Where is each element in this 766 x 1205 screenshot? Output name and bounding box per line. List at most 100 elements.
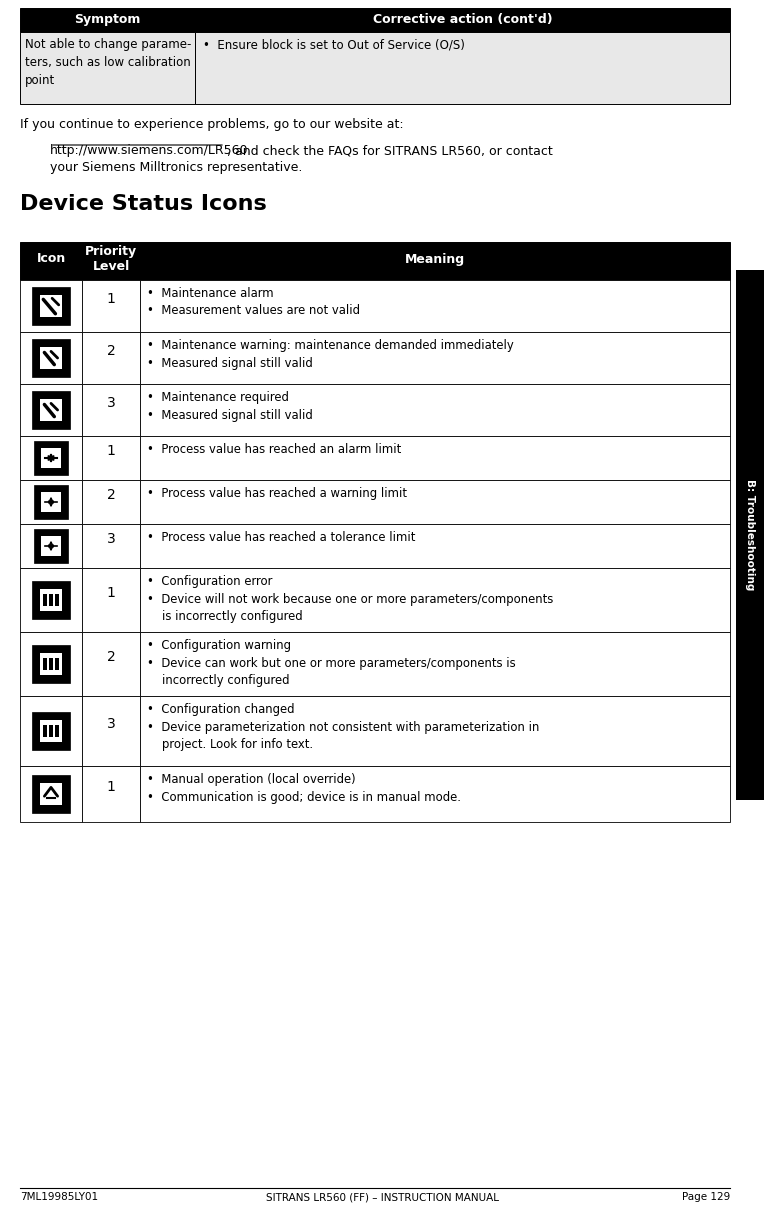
Text: •  Maintenance alarm
•  Measurement values are not valid: • Maintenance alarm • Measurement values… bbox=[147, 287, 360, 317]
Bar bbox=[20, 280, 82, 333]
Text: 2: 2 bbox=[106, 343, 116, 358]
Bar bbox=[195, 33, 730, 104]
Bar bbox=[43, 725, 47, 737]
Bar bbox=[20, 33, 195, 104]
Text: •  Configuration changed
•  Device parameterization not consistent with paramete: • Configuration changed • Device paramet… bbox=[147, 703, 539, 751]
Bar bbox=[20, 696, 82, 766]
Bar bbox=[40, 347, 62, 369]
Text: •  Configuration warning
•  Device can work but one or more parameters/component: • Configuration warning • Device can wor… bbox=[147, 639, 516, 687]
Bar bbox=[82, 696, 140, 766]
Text: Page 129: Page 129 bbox=[682, 1192, 730, 1203]
Text: •  Manual operation (local override)
•  Communication is good; device is in manu: • Manual operation (local override) • Co… bbox=[147, 772, 461, 804]
Bar bbox=[32, 645, 70, 683]
Bar bbox=[32, 775, 70, 813]
Bar bbox=[32, 581, 70, 619]
Bar bbox=[82, 333, 140, 384]
Text: 1: 1 bbox=[106, 780, 116, 794]
Text: •  Ensure block is set to Out of Service (O/S): • Ensure block is set to Out of Service … bbox=[203, 39, 465, 51]
Bar bbox=[40, 653, 62, 675]
Bar bbox=[54, 658, 60, 670]
Bar bbox=[20, 333, 82, 384]
Bar bbox=[82, 524, 140, 568]
Bar bbox=[40, 399, 62, 421]
Text: 1: 1 bbox=[106, 443, 116, 458]
Text: Priority
Level: Priority Level bbox=[85, 245, 137, 274]
Bar bbox=[54, 594, 60, 606]
Bar bbox=[48, 658, 54, 670]
Text: Icon: Icon bbox=[36, 253, 66, 265]
Bar bbox=[20, 524, 82, 568]
Text: Device Status Icons: Device Status Icons bbox=[20, 194, 267, 214]
Bar bbox=[34, 529, 68, 563]
Text: Symptom: Symptom bbox=[74, 12, 141, 25]
Bar bbox=[34, 441, 68, 475]
Bar bbox=[82, 280, 140, 333]
Text: •  Process value has reached a tolerance limit: • Process value has reached a tolerance … bbox=[147, 531, 415, 543]
Bar bbox=[32, 287, 70, 325]
Bar bbox=[32, 712, 70, 750]
Bar bbox=[82, 568, 140, 631]
Bar bbox=[82, 384, 140, 436]
Bar bbox=[54, 725, 60, 737]
Bar bbox=[20, 631, 82, 696]
Bar bbox=[140, 280, 730, 333]
Bar bbox=[32, 339, 70, 377]
Text: , and check the FAQs for SITRANS LR560, or contact: , and check the FAQs for SITRANS LR560, … bbox=[227, 145, 553, 157]
Text: 1: 1 bbox=[106, 292, 116, 306]
Bar bbox=[140, 568, 730, 631]
Bar bbox=[20, 384, 82, 436]
Text: Meaning: Meaning bbox=[405, 253, 465, 265]
Bar bbox=[20, 242, 730, 280]
Bar bbox=[40, 719, 62, 742]
Text: 1: 1 bbox=[106, 586, 116, 600]
Bar bbox=[140, 524, 730, 568]
Bar bbox=[140, 333, 730, 384]
Bar bbox=[41, 492, 61, 512]
Bar bbox=[40, 295, 62, 317]
Text: Corrective action (cont'd): Corrective action (cont'd) bbox=[373, 12, 552, 25]
Bar bbox=[34, 484, 68, 519]
Text: 3: 3 bbox=[106, 531, 116, 546]
Text: 3: 3 bbox=[106, 717, 116, 731]
Text: •  Maintenance required
•  Measured signal still valid: • Maintenance required • Measured signal… bbox=[147, 390, 313, 422]
Bar bbox=[20, 436, 82, 480]
Bar bbox=[140, 436, 730, 480]
Bar bbox=[140, 631, 730, 696]
Bar bbox=[140, 696, 730, 766]
Text: http://www.siemens.com/LR560: http://www.siemens.com/LR560 bbox=[50, 145, 248, 157]
Bar bbox=[20, 568, 82, 631]
Bar bbox=[41, 448, 61, 468]
Bar bbox=[82, 480, 140, 524]
Text: B: Troubleshooting: B: Troubleshooting bbox=[745, 480, 755, 590]
Bar bbox=[43, 658, 47, 670]
Bar bbox=[48, 725, 54, 737]
Bar bbox=[48, 594, 54, 606]
Bar bbox=[82, 766, 140, 822]
Text: •  Process value has reached an alarm limit: • Process value has reached an alarm lim… bbox=[147, 443, 401, 455]
Bar bbox=[140, 766, 730, 822]
Text: 2: 2 bbox=[106, 488, 116, 502]
Bar bbox=[41, 536, 61, 556]
Text: 3: 3 bbox=[106, 396, 116, 410]
Text: your Siemens Milltronics representative.: your Siemens Milltronics representative. bbox=[50, 161, 303, 174]
Text: 2: 2 bbox=[106, 649, 116, 664]
Bar bbox=[20, 766, 82, 822]
Text: 7ML19985LY01: 7ML19985LY01 bbox=[20, 1192, 98, 1203]
Text: If you continue to experience problems, go to our website at:: If you continue to experience problems, … bbox=[20, 118, 404, 131]
Bar bbox=[140, 384, 730, 436]
Text: •  Process value has reached a warning limit: • Process value has reached a warning li… bbox=[147, 487, 407, 500]
Bar bbox=[32, 390, 70, 429]
Text: •  Maintenance warning: maintenance demanded immediately
•  Measured signal stil: • Maintenance warning: maintenance deman… bbox=[147, 339, 514, 370]
Text: Not able to change parame-
ters, such as low calibration
point: Not able to change parame- ters, such as… bbox=[25, 39, 192, 87]
Bar bbox=[20, 8, 730, 33]
Bar bbox=[82, 436, 140, 480]
Text: •  Configuration error
•  Device will not work because one or more parameters/co: • Configuration error • Device will not … bbox=[147, 575, 553, 623]
Text: SITRANS LR560 (FF) – INSTRUCTION MANUAL: SITRANS LR560 (FF) – INSTRUCTION MANUAL bbox=[267, 1192, 499, 1203]
Bar bbox=[82, 631, 140, 696]
Bar bbox=[40, 783, 62, 805]
Bar bbox=[736, 270, 764, 800]
Bar bbox=[140, 480, 730, 524]
Bar bbox=[40, 589, 62, 611]
Bar bbox=[20, 480, 82, 524]
Bar bbox=[43, 594, 47, 606]
